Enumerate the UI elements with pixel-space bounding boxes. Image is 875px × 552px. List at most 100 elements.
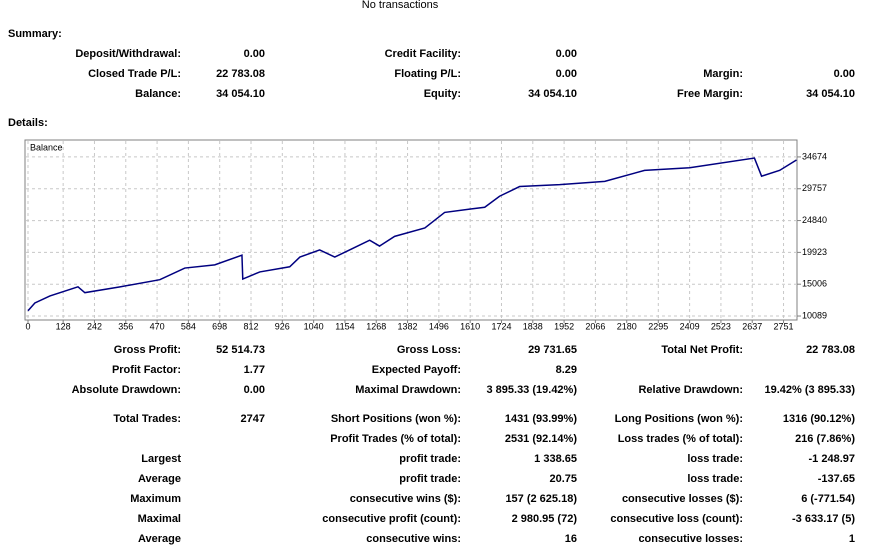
field-value: 6 (-771.54) [801,493,855,505]
field-label: Margin: [703,68,743,80]
field-label: Average [138,473,181,485]
field-value: -1 248.97 [809,453,855,465]
field-label: Maximum [130,493,181,505]
x-tick-label: 2637 [742,321,762,331]
field-label: Gross Loss: [397,344,461,356]
field-label: Long Positions (won %): [615,413,743,425]
x-tick-label: 2295 [648,321,668,331]
x-tick-label: 1382 [398,321,418,331]
field-value: 1 [849,533,855,545]
field-value: -3 633.17 (5) [792,513,855,525]
field-value: 2531 (92.14%) [505,433,577,445]
field-label: consecutive losses: [638,533,743,545]
field-label: Gross Profit: [114,344,181,356]
field-label: Average [138,533,181,545]
x-tick-label: 1610 [460,321,480,331]
x-tick-label: 2180 [617,321,637,331]
field-label: Total Trades: [113,413,181,425]
field-label: Maximal Drawdown: [355,384,461,396]
x-tick-label: 1268 [366,321,386,331]
y-tick-label: 15006 [802,279,827,289]
field-label: Profit Factor: [112,364,181,376]
field-label: loss trade: [687,453,743,465]
x-tick-label: 2751 [774,321,794,331]
field-label: Profit Trades (% of total): [330,433,461,445]
field-value: 216 (7.86%) [795,433,855,445]
x-tick-label: 128 [56,321,71,331]
field-label: Credit Facility: [385,48,461,60]
x-tick-label: 1040 [304,321,324,331]
x-tick-label: 698 [212,321,227,331]
field-label: Loss trades (% of total): [618,433,743,445]
field-value: 22 783.08 [216,68,265,80]
field-value: 20.75 [549,473,577,485]
field-label: Relative Drawdown: [638,384,743,396]
field-value: 2747 [241,413,265,425]
field-value: 19.42% (3 895.33) [764,384,855,396]
x-tick-label: 1154 [335,321,354,331]
field-label: Free Margin: [677,88,743,100]
field-value: 0.00 [556,68,577,80]
y-tick-label: 34674 [802,151,827,161]
field-value: 0.00 [556,48,577,60]
chart-frame [24,139,798,321]
x-tick-label: 584 [181,321,196,331]
field-value: 1316 (90.12%) [783,413,855,425]
field-value: 34 054.10 [216,88,265,100]
x-tick-label: 356 [118,321,133,331]
x-tick-label: 1838 [523,321,543,331]
field-label: loss trade: [687,473,743,485]
field-label: Absolute Drawdown: [72,384,181,396]
field-label: consecutive profit (count): [322,513,461,525]
balance-line [27,157,797,312]
field-value: 0.00 [834,68,855,80]
field-label: consecutive wins ($): [350,493,461,505]
x-tick-label: 2523 [711,321,731,331]
header-title: No transactions [362,0,439,11]
field-value: 8.29 [556,364,577,376]
field-label: Closed Trade P/L: [88,68,181,80]
field-label: Equity: [424,88,461,100]
field-label: consecutive loss (count): [610,513,743,525]
x-tick-label: 1496 [429,321,449,331]
field-label: consecutive losses ($): [622,493,743,505]
legend-label: Balance [30,142,63,152]
x-tick-label: 0 [25,321,30,331]
x-tick-label: 926 [275,321,290,331]
y-tick-label: 24840 [802,215,827,225]
field-value: 34 054.10 [806,88,855,100]
field-label: Total Net Profit: [661,344,743,356]
field-label: Expected Payoff: [372,364,461,376]
field-value: 52 514.73 [216,344,265,356]
field-label: profit trade: [399,453,461,465]
field-value: 22 783.08 [806,344,855,356]
details-title: Details: [8,117,48,129]
field-value: 0.00 [244,48,265,60]
field-label: Largest [141,453,181,465]
field-label: profit trade: [399,473,461,485]
field-label: Floating P/L: [394,68,461,80]
field-value: 2 980.95 (72) [512,513,578,525]
field-label: Deposit/Withdrawal: [75,48,181,60]
field-label: Maximal [138,513,181,525]
field-value: -137.65 [818,473,855,485]
field-value: 29 731.65 [528,344,577,356]
field-label: consecutive wins: [366,533,461,545]
field-value: 3 895.33 (19.42%) [486,384,577,396]
x-tick-label: 2409 [680,321,700,331]
field-value: 157 (2 625.18) [505,493,577,505]
field-label: Short Positions (won %): [331,413,461,425]
summary-title: Summary: [8,28,62,40]
x-tick-label: 1724 [491,321,511,331]
field-value: 34 054.10 [528,88,577,100]
field-value: 16 [565,533,577,545]
field-label: Balance: [135,88,181,100]
field-value: 1.77 [244,364,265,376]
x-tick-label: 2066 [585,321,605,331]
x-tick-label: 1952 [554,321,574,331]
y-tick-label: 29757 [802,183,827,193]
field-value: 1431 (93.99%) [505,413,577,425]
x-tick-label: 812 [243,321,258,331]
